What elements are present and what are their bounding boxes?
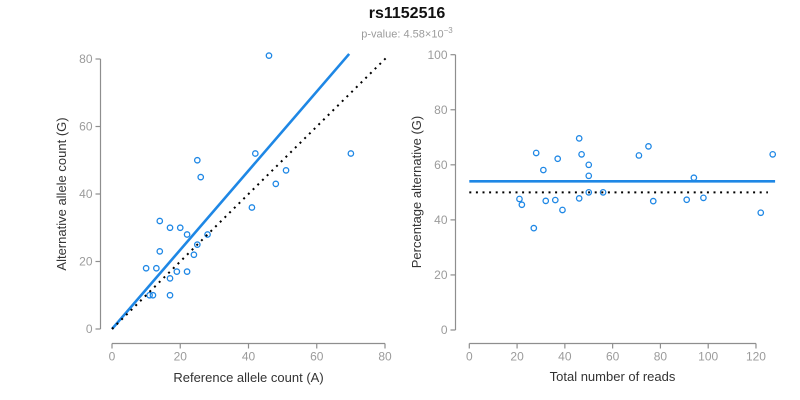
x-tick-label: 60 xyxy=(606,350,620,364)
plot-percentage-alternative: 0 20 40 60 80 100 0 20 40 60 80 100 120 Total number… xyxy=(409,48,777,384)
data-point xyxy=(635,152,643,159)
x-tick-label: 40 xyxy=(242,350,256,364)
data-point xyxy=(599,189,607,196)
x-tick-label: 0 xyxy=(466,350,473,364)
data-point xyxy=(347,150,355,157)
p-value-label: p-value: xyxy=(361,28,404,41)
data-point xyxy=(183,268,191,275)
data-point xyxy=(183,231,191,238)
data-point xyxy=(532,149,540,157)
data-point xyxy=(272,180,280,188)
x-tick-label: 40 xyxy=(558,350,572,364)
y-tick-label: 60 xyxy=(434,158,448,172)
overlay-lines xyxy=(111,53,390,330)
data-point xyxy=(197,173,205,181)
data-point xyxy=(554,155,562,163)
y-tick-label: 80 xyxy=(79,52,93,66)
data-points xyxy=(516,135,777,232)
data-point xyxy=(265,52,273,59)
data-point xyxy=(575,195,583,202)
data-point xyxy=(700,194,707,202)
data-point xyxy=(251,150,259,157)
data-point xyxy=(149,291,157,299)
data-point xyxy=(193,156,201,164)
fit-line xyxy=(111,53,351,330)
data-point xyxy=(769,151,777,158)
data-point xyxy=(204,231,211,238)
data-point xyxy=(542,197,550,205)
data-point xyxy=(585,161,593,169)
data-point xyxy=(156,248,164,255)
y-tick-label: 40 xyxy=(434,213,448,227)
identity-line xyxy=(111,54,390,330)
data-point xyxy=(153,264,160,272)
x-tick-label: 80 xyxy=(654,350,668,364)
data-point xyxy=(530,224,538,232)
axes: 0 20 40 60 80 100 0 20 40 60 80 100 120 xyxy=(427,48,766,364)
y-tick-label: 0 xyxy=(86,322,93,336)
plot-allele-counts: 0 20 40 60 80 0 20 40 60 80 Reference allele coun… xyxy=(54,52,392,385)
figure-title: rs1152516 xyxy=(368,5,446,22)
y-tick-label: 60 xyxy=(79,120,93,134)
y-tick-label: 40 xyxy=(79,187,93,201)
data-point xyxy=(248,204,256,211)
y-tick-label: 0 xyxy=(441,323,448,337)
x-axis-label: Reference allele count (A) xyxy=(173,370,323,385)
data-point xyxy=(578,151,585,158)
data-point xyxy=(585,189,593,196)
data-point xyxy=(190,251,198,259)
x-tick-label: 80 xyxy=(378,350,392,364)
data-point xyxy=(166,291,174,299)
data-point xyxy=(516,195,523,203)
data-point xyxy=(156,217,164,225)
x-tick-label: 120 xyxy=(746,350,766,364)
y-tick-label: 80 xyxy=(434,103,448,117)
data-point xyxy=(146,291,153,299)
data-point xyxy=(575,135,583,142)
y-tick-label: 100 xyxy=(427,48,447,62)
data-point xyxy=(683,196,691,204)
data-point xyxy=(142,264,150,272)
data-point xyxy=(649,197,657,205)
x-tick-label: 20 xyxy=(510,350,524,364)
y-tick-label: 20 xyxy=(434,268,448,282)
data-point xyxy=(176,224,184,232)
y-axis-label: Percentage alternative (G) xyxy=(409,116,424,268)
x-tick-label: 60 xyxy=(310,350,324,364)
data-point xyxy=(585,172,593,180)
x-tick-label: 20 xyxy=(174,350,188,364)
data-point xyxy=(173,268,181,275)
x-tick-label: 0 xyxy=(109,350,116,364)
data-point xyxy=(193,241,201,248)
y-tick-label: 20 xyxy=(79,255,93,269)
p-value-mantissa: 4.58 xyxy=(403,28,425,41)
axes: 0 20 40 60 80 0 20 40 60 80 xyxy=(79,52,392,363)
p-value-exponent: −3 xyxy=(443,26,453,35)
data-point xyxy=(166,275,174,282)
data-point xyxy=(645,143,652,150)
data-point xyxy=(690,174,698,182)
data-points xyxy=(142,52,355,299)
x-axis-label: Total number of reads xyxy=(550,369,676,384)
figure-subtitle: p-value: 4.58×10−3 xyxy=(7,24,800,42)
data-point xyxy=(551,196,559,204)
data-point xyxy=(282,167,290,174)
data-point xyxy=(518,201,526,209)
p-value-times-ten: ×10 xyxy=(424,28,444,41)
y-axis-label: Alternative allele count (G) xyxy=(54,117,69,270)
data-point xyxy=(166,224,174,232)
data-point xyxy=(757,209,765,217)
data-point xyxy=(540,166,547,174)
overlay-lines xyxy=(469,180,776,194)
data-point xyxy=(559,206,566,214)
x-tick-label: 100 xyxy=(698,350,718,364)
